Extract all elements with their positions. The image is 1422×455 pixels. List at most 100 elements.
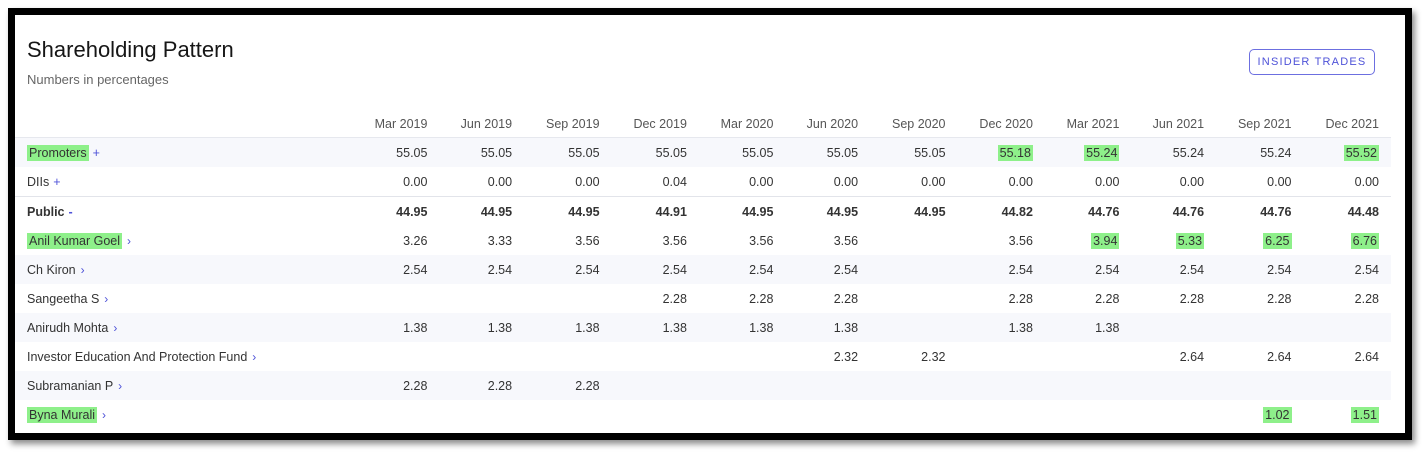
value-cell: 2.54 bbox=[1303, 255, 1391, 284]
value-cell: 0.00 bbox=[870, 167, 958, 197]
table-row: Sangeetha S › 2.28 2.28 2.28 2.28 2.28 2.28 2.28… bbox=[15, 284, 1391, 313]
cell-value: 2.54 bbox=[662, 262, 687, 277]
table-row: Public - 44.95 44.95 44.95 44.91 44.95 44.95 44.… bbox=[15, 197, 1391, 227]
value-cell bbox=[785, 371, 871, 400]
value-cell: 3.56 bbox=[612, 226, 699, 255]
value-cell: 2.54 bbox=[1216, 255, 1304, 284]
cell-value: 2.28 bbox=[749, 291, 774, 306]
cell-value: 0.00 bbox=[1008, 174, 1033, 189]
cell-value: 55.05 bbox=[914, 145, 946, 160]
row-label-kiron[interactable]: Ch Kiron › bbox=[15, 255, 353, 284]
cell-value: 1.38 bbox=[833, 320, 859, 335]
row-name[interactable]: Subramanian P bbox=[27, 378, 114, 393]
cell-value: 44.76 bbox=[1088, 204, 1120, 219]
row-label-sangeetha[interactable]: Sangeetha S › bbox=[15, 284, 353, 313]
value-cell: 55.24 bbox=[1216, 137, 1304, 167]
value-cell: 0.00 bbox=[1216, 167, 1304, 197]
value-cell: 0.00 bbox=[1044, 167, 1132, 197]
value-cell: 2.64 bbox=[1216, 342, 1303, 371]
column-header: Mar 2019 bbox=[352, 111, 440, 138]
value-cell bbox=[1045, 342, 1131, 371]
collapse-toggle[interactable]: - bbox=[68, 204, 73, 219]
chevron-right-icon[interactable]: › bbox=[118, 378, 123, 393]
expand-toggle[interactable]: + bbox=[92, 145, 100, 160]
value-cell: 2.28 bbox=[1304, 284, 1392, 313]
row-name[interactable]: Sangeetha S bbox=[27, 291, 100, 306]
cell-value: 2.28 bbox=[1267, 291, 1292, 306]
value-cell: 0.00 bbox=[1131, 167, 1217, 197]
row-name[interactable]: Promoters bbox=[27, 144, 89, 161]
value-cell: 2.28 bbox=[699, 284, 785, 313]
table-row: Anirudh Mohta › 1.38 1.38 1.38 1.38 1.38 1.38 1.… bbox=[15, 313, 1391, 342]
table-row: Promoters +55.05 55.05 55.05 55.05 55.05 55.05… bbox=[15, 137, 1391, 167]
value-cell: 2.54 bbox=[1131, 255, 1217, 284]
value-cell bbox=[1303, 371, 1391, 400]
row-name[interactable]: Investor Education And Protection Fund bbox=[27, 349, 248, 364]
value-cell bbox=[785, 400, 870, 429]
cell-value: 6.25 bbox=[1263, 232, 1292, 249]
value-cell bbox=[1131, 313, 1217, 342]
chevron-right-icon[interactable]: › bbox=[104, 291, 109, 306]
chevron-right-icon[interactable]: › bbox=[252, 349, 257, 364]
value-cell bbox=[1216, 313, 1304, 342]
cell-value: 6.76 bbox=[1350, 232, 1379, 249]
row-name[interactable]: Anirudh Mohta bbox=[27, 320, 109, 335]
value-cell: 5.33 bbox=[1131, 226, 1216, 255]
value-cell: 44.76 bbox=[1131, 197, 1216, 227]
value-cell bbox=[524, 284, 611, 313]
cell-value: 0.00 bbox=[1095, 174, 1120, 189]
row-name[interactable]: Anil Kumar Goel bbox=[27, 232, 123, 249]
value-cell bbox=[870, 255, 958, 284]
row-label-diis[interactable]: DIIs + bbox=[15, 167, 353, 197]
cell-value: 2.28 bbox=[575, 378, 600, 393]
value-cell: 1.38 bbox=[698, 313, 786, 342]
insider-trades-button[interactable]: INSIDER TRADES bbox=[1249, 49, 1375, 75]
row-label-anirudh[interactable]: Anirudh Mohta › bbox=[15, 313, 353, 342]
row-name[interactable]: Public bbox=[27, 204, 65, 219]
chevron-right-icon[interactable]: › bbox=[102, 407, 106, 422]
value-cell: 2.28 bbox=[524, 371, 612, 400]
cell-value: 55.05 bbox=[655, 145, 687, 160]
cell-value: 44.95 bbox=[826, 204, 859, 219]
column-header: Mar 2020 bbox=[698, 111, 786, 138]
row-name[interactable]: Byna Murali bbox=[27, 406, 97, 423]
chevron-right-icon[interactable]: › bbox=[127, 233, 132, 248]
row-name[interactable]: DIIs bbox=[27, 174, 50, 189]
value-cell: 0.00 bbox=[957, 167, 1045, 197]
column-header: Dec 2021 bbox=[1303, 111, 1391, 138]
row-label-iepf[interactable]: Investor Education And Protection Fund › bbox=[15, 342, 353, 371]
value-cell: 2.28 bbox=[958, 284, 1045, 313]
cell-value: 3.94 bbox=[1091, 232, 1120, 249]
value-cell: 55.24 bbox=[1044, 137, 1132, 167]
value-cell: 44.76 bbox=[1045, 197, 1131, 227]
value-cell: 0.00 bbox=[698, 167, 786, 197]
row-label-anil[interactable]: Anil Kumar Goel › bbox=[15, 226, 353, 255]
cell-value: 55.05 bbox=[742, 145, 774, 160]
chevron-right-icon[interactable]: › bbox=[80, 262, 85, 277]
value-cell: 1.38 bbox=[1044, 313, 1132, 342]
cell-value: 0.00 bbox=[1267, 174, 1292, 189]
value-cell: 55.05 bbox=[439, 137, 525, 167]
chevron-right-icon[interactable]: › bbox=[113, 320, 118, 335]
cell-value: 3.56 bbox=[749, 233, 774, 248]
row-label-subramanian[interactable]: Subramanian P › bbox=[15, 371, 353, 400]
column-header: Dec 2020 bbox=[957, 111, 1045, 138]
value-cell: 0.04 bbox=[611, 167, 699, 197]
row-name[interactable]: Ch Kiron bbox=[27, 262, 76, 277]
value-cell: 2.54 bbox=[611, 255, 699, 284]
cell-value: 2.32 bbox=[833, 349, 859, 364]
row-label-promoters[interactable]: Promoters + bbox=[15, 137, 353, 167]
value-cell: 1.38 bbox=[611, 313, 699, 342]
value-cell bbox=[699, 400, 785, 429]
column-header: Dec 2019 bbox=[611, 111, 699, 138]
value-cell: 3.26 bbox=[353, 226, 439, 255]
row-label-byna[interactable]: Byna Murali › bbox=[15, 400, 353, 429]
row-label-public[interactable]: Public - bbox=[15, 197, 353, 227]
value-cell: 55.05 bbox=[524, 137, 612, 167]
value-cell bbox=[612, 342, 699, 371]
value-cell: 2.54 bbox=[698, 255, 786, 284]
cell-value: 3.33 bbox=[487, 233, 513, 248]
cell-value: 55.05 bbox=[396, 145, 428, 160]
expand-toggle[interactable]: + bbox=[53, 174, 61, 189]
value-cell bbox=[698, 371, 786, 400]
